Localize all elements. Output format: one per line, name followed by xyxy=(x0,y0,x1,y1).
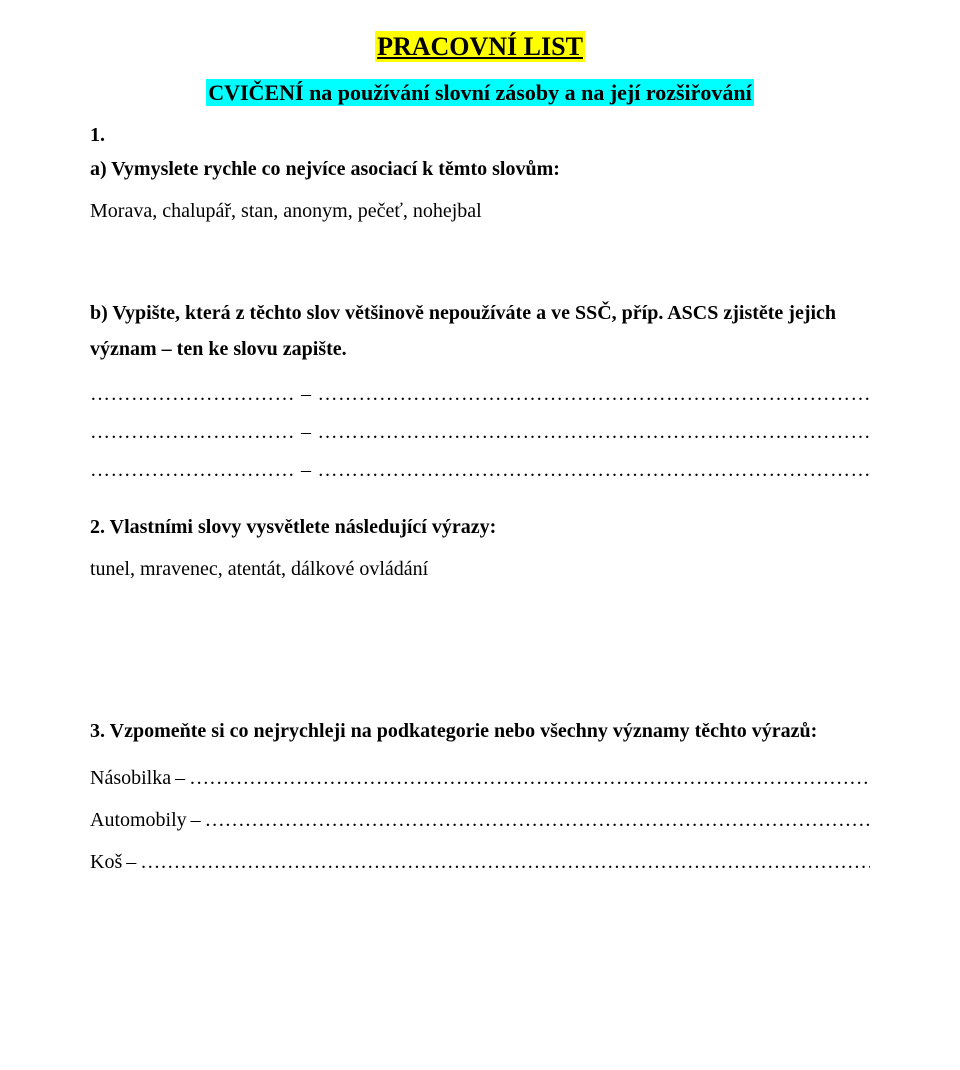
q1b-prompt-bold-1: b) Vypište, která z těchto slov většinov… xyxy=(90,302,836,324)
q1b-prompt-bold-2: význam – ten ke slovu zapište. xyxy=(90,338,347,360)
subtitle-row: CVIČENÍ na používání slovní zásoby a na … xyxy=(90,80,870,106)
fill-line: …………………………–………………………………………………………………………….… xyxy=(90,413,870,451)
q3-row: Automobily–……………………………………………………………………………… xyxy=(90,799,870,841)
q3-row-dots: ……………………………………………………………………………………………………… xyxy=(140,851,870,873)
q1a-items: Morava, chalupář, stan, anonym, pečeť, n… xyxy=(90,195,870,227)
spacer xyxy=(90,655,870,715)
q1a-prompt-bold: a) Vymyslete rychle co nejvíce asociací … xyxy=(90,158,560,180)
fill-line: …………………………–………………………………………………………………………….… xyxy=(90,451,870,489)
q3-row: Koš–………………………………………………………………………………………………… xyxy=(90,841,870,883)
q3-heading-bold: 3. Vzpomeňte si co nejrychleji na podkat… xyxy=(90,720,817,742)
fill-right: ………………………………………………………………………….. xyxy=(318,459,871,481)
q1b-prompt-line1: b) Vypište, která z těchto slov většinov… xyxy=(90,297,870,329)
q2-items: tunel, mravenec, atentát, dálkové ovládá… xyxy=(90,553,870,585)
q3-row-label: Násobilka xyxy=(90,767,171,789)
fill-right: ………………………………………………………………………….. xyxy=(318,421,871,443)
q3-row-dots: ……………………………………………………………………………………………... xyxy=(205,809,870,831)
q2-heading: 2. Vlastními slovy vysvětlete následujíc… xyxy=(90,511,870,543)
spacer xyxy=(90,489,870,511)
spacer xyxy=(90,237,870,297)
q1a-prompt: a) Vymyslete rychle co nejvíce asociací … xyxy=(90,153,870,185)
fill-left: ………………………… xyxy=(90,421,295,443)
q3-heading: 3. Vzpomeňte si co nejrychleji na podkat… xyxy=(90,715,870,747)
q1-number: 1. xyxy=(90,124,870,147)
q3-row-dash: – xyxy=(175,767,185,789)
q3-row-label: Automobily xyxy=(90,809,187,831)
title-row: PRACOVNÍ LIST xyxy=(90,32,870,62)
fill-dash: – xyxy=(301,383,312,405)
question-1: 1. a) Vymyslete rychle co nejvíce asocia… xyxy=(90,124,870,227)
q2-heading-bold: 2. Vlastními slovy vysvětlete následujíc… xyxy=(90,516,496,538)
fill-dash: – xyxy=(301,459,312,481)
fill-left: ………………………… xyxy=(90,383,295,405)
fill-left: ………………………… xyxy=(90,459,295,481)
fill-right: ………………………………………………………………………….. xyxy=(318,383,871,405)
q3-row-label: Koš xyxy=(90,851,122,873)
page-subtitle: CVIČENÍ na používání slovní zásoby a na … xyxy=(206,79,754,106)
q3-row: Násobilka–………………………………………………………………………………… xyxy=(90,757,870,799)
worksheet-page: PRACOVNÍ LIST CVIČENÍ na používání slovn… xyxy=(0,0,960,1070)
fill-line: …………………………–………………………………………………………………………….… xyxy=(90,375,870,413)
fill-dash: – xyxy=(301,421,312,443)
page-title: PRACOVNÍ LIST xyxy=(375,31,585,62)
q1b-prompt-line2: význam – ten ke slovu zapište. xyxy=(90,333,870,365)
q3-row-dash: – xyxy=(191,809,201,831)
q3-row-dots: ……………………………………………………………………………………………….. xyxy=(189,767,870,789)
spacer xyxy=(90,595,870,655)
q3-row-dash: – xyxy=(126,851,136,873)
